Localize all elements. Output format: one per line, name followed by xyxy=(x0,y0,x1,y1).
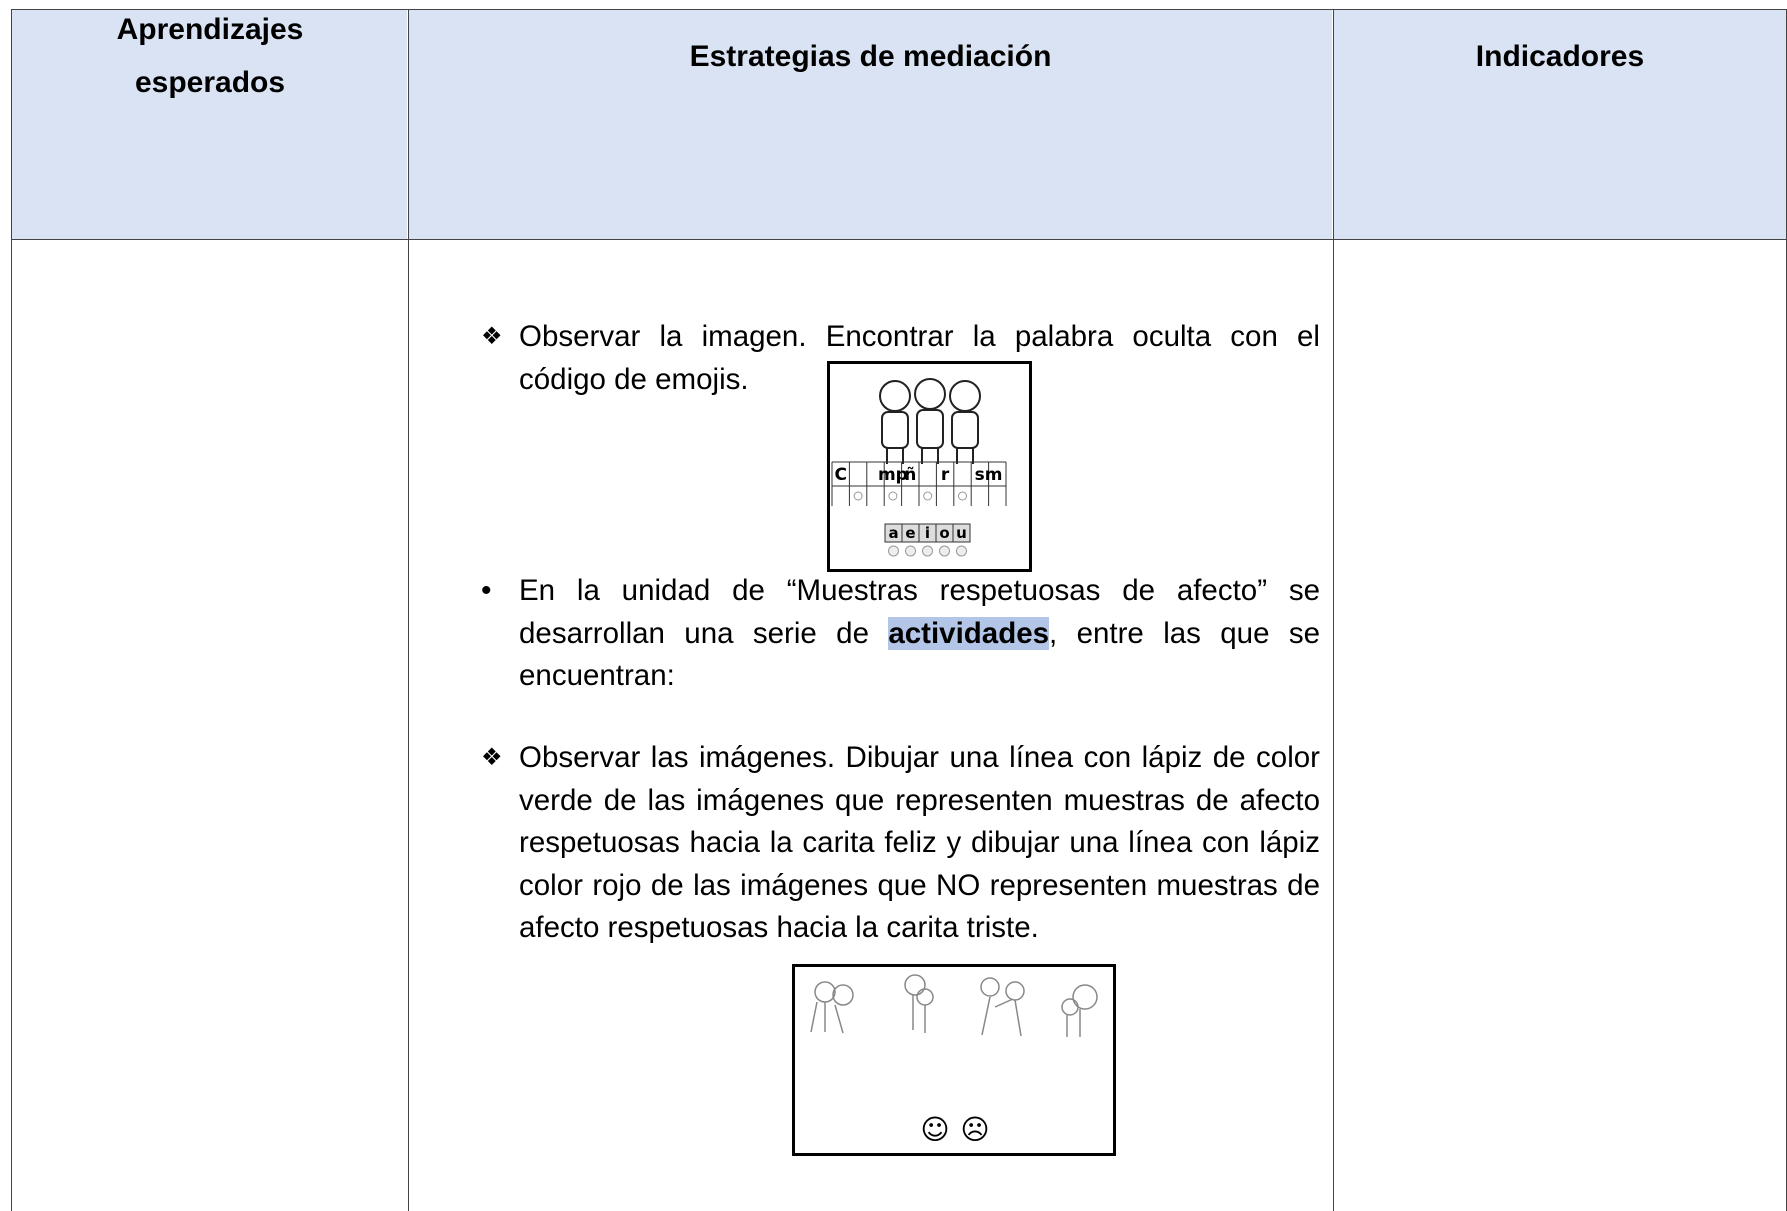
highlight: actividades xyxy=(888,616,1050,650)
vowel: i xyxy=(925,524,930,542)
emoji-hint xyxy=(853,491,863,501)
list-item: ❖ Observar las imágenes. Dibujar una lín… xyxy=(481,737,1320,950)
matching-art: ☺ ☹ xyxy=(810,974,1098,1146)
vowel: a xyxy=(888,524,898,542)
border xyxy=(408,9,409,1211)
emoji-hint xyxy=(922,545,933,557)
matching-image: ☺ ☹ xyxy=(792,964,1116,1156)
item-text: En la unidad de “Muestras respetuosas de… xyxy=(519,574,1320,650)
header-cell xyxy=(409,10,1332,239)
header-text: Indicadores xyxy=(1475,40,1645,73)
puzzle-letter: mp xyxy=(878,465,908,485)
border xyxy=(1333,9,1334,1211)
vowel: e xyxy=(905,524,915,542)
header-text: Aprendizajes esperados xyxy=(116,13,304,99)
header-cell xyxy=(12,10,407,239)
emoji-hint xyxy=(905,545,916,557)
header-cell xyxy=(1334,10,1786,239)
face: ☹ xyxy=(960,1113,989,1146)
face: ☺ xyxy=(920,1113,949,1146)
list-item: ❖ Observar la imagen. Encontrar la palab… xyxy=(481,316,1320,401)
emoji-hint xyxy=(888,545,899,557)
puzzle-letter: r xyxy=(941,465,950,485)
bullet: • xyxy=(481,574,492,607)
item-text: Observar las imágenes. Dibujar una línea… xyxy=(519,741,1320,944)
item-text: Observar la imagen. Encontrar la palabra… xyxy=(519,320,1320,396)
border xyxy=(11,239,1787,240)
emoji-hint xyxy=(939,545,950,557)
emoji-hint xyxy=(958,491,967,501)
emoji-hint xyxy=(956,545,967,557)
emoji-hint xyxy=(888,491,898,501)
vowel: o xyxy=(939,524,949,542)
border xyxy=(11,9,1787,10)
header-text: Estrategias de mediación xyxy=(689,40,1052,73)
puzzle-letter: sm xyxy=(975,465,1003,485)
vowel: u xyxy=(956,524,967,542)
border xyxy=(11,9,12,1211)
bullet: ❖ xyxy=(481,323,503,350)
puzzle-letter: C xyxy=(834,465,846,485)
bullet: ❖ xyxy=(481,744,503,771)
list-item: • En la unidad de “Muestras respetuosas … xyxy=(481,570,1320,698)
emoji-hint xyxy=(923,491,933,501)
vowel-cell xyxy=(952,523,971,543)
item-text: , entre las que se encuentran: xyxy=(519,616,1320,693)
puzzle-letter: ñ xyxy=(904,465,916,485)
